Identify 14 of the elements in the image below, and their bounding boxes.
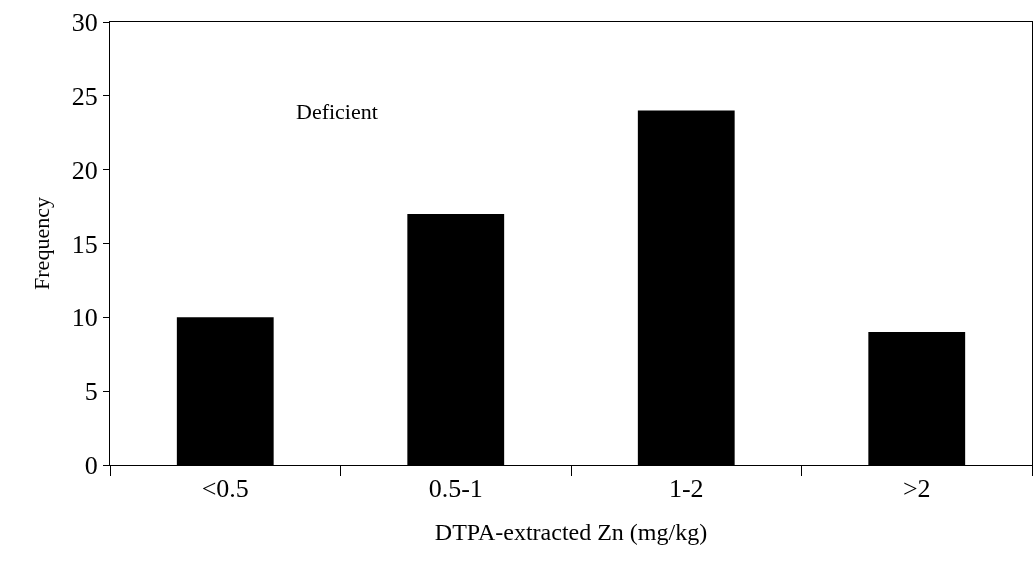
y-tick-label: 0 (84, 451, 98, 481)
x-tick-label: 1-2 (668, 474, 704, 504)
x-tick-label: >2 (902, 474, 931, 504)
y-tick-label: 10 (71, 303, 98, 333)
y-tick-label: 5 (84, 377, 98, 407)
x-axis-title: DTPA-extracted Zn (mg/kg) (434, 518, 708, 545)
x-tick-label: 0.5-1 (428, 474, 483, 504)
y-tick-label: 25 (71, 81, 98, 111)
annotation: Deficient (296, 99, 378, 124)
y-axis-title: Frequency (28, 197, 54, 290)
y-tick-label: 15 (71, 229, 98, 259)
y-tick-label: 20 (71, 155, 98, 185)
x-tick-label: <0.5 (201, 474, 249, 504)
y-tick-label: 30 (71, 8, 98, 38)
